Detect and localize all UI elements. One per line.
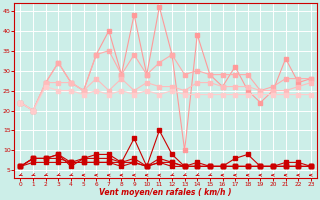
X-axis label: Vent moyen/en rafales ( km/h ): Vent moyen/en rafales ( km/h ) — [100, 188, 232, 197]
